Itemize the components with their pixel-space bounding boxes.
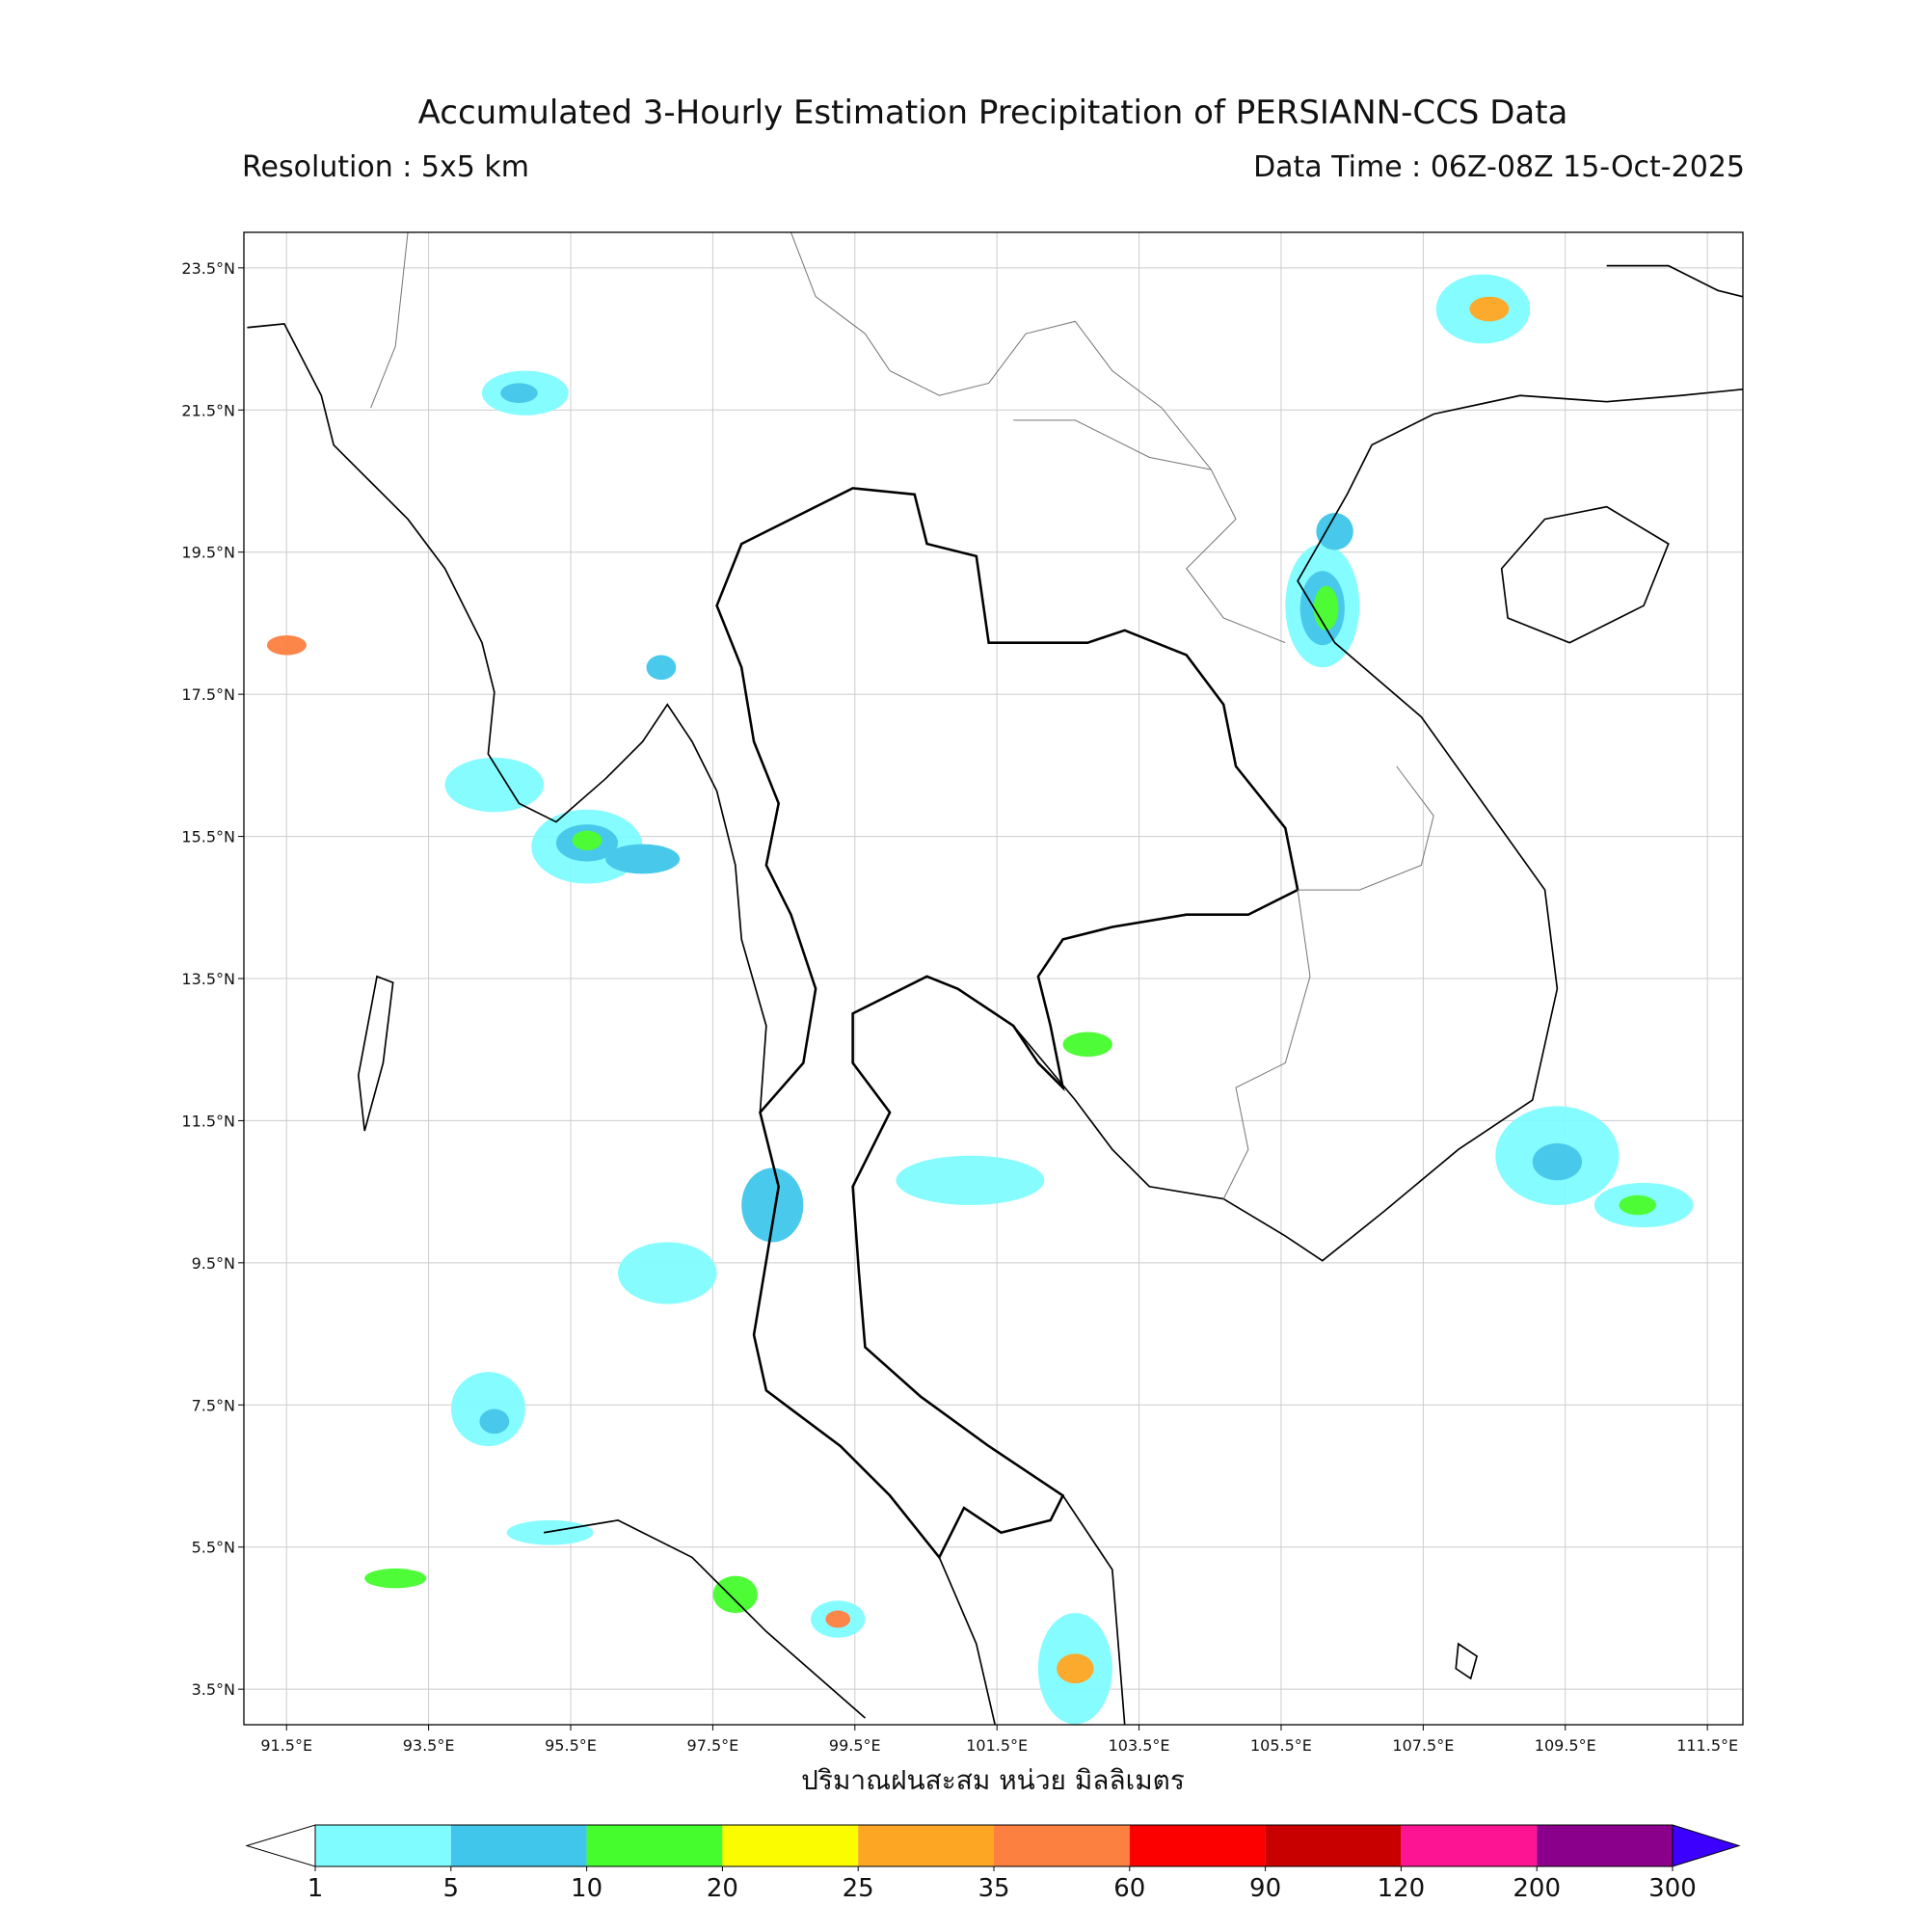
sumatra-coast (543, 1519, 866, 1719)
colorbar-segment (1129, 1825, 1266, 1866)
colorbar-over (1672, 1824, 1741, 1867)
title: Accumulated 3-Hourly Estimation Precipit… (418, 94, 1568, 132)
rain-area (1057, 1653, 1094, 1684)
x-tick-label: 91.5°E (260, 1736, 312, 1755)
y-tick-label: 13.5°N (181, 970, 235, 988)
colorbar-tick-label: 35 (977, 1874, 1009, 1903)
rain-area (1619, 1194, 1656, 1216)
y-tick-label: 23.5°N (181, 259, 235, 278)
x-tick-label: 103.5°E (1109, 1736, 1170, 1755)
rain-area (450, 1372, 525, 1446)
colorbar-tick-label: 90 (1249, 1874, 1281, 1903)
colorbar-segment (1537, 1825, 1673, 1866)
y-tick-label: 19.5°N (181, 544, 235, 562)
y-tick-label: 9.5°N (192, 1254, 235, 1273)
colorbar-label: ปริมาณฝนสะสม หน่วย มิลลิเมตร (801, 1764, 1185, 1796)
colorbar-tick-label: 60 (1113, 1874, 1145, 1903)
rain-area (605, 844, 681, 874)
rain-area (266, 634, 307, 656)
rain-area (364, 1568, 427, 1589)
rain-area (1469, 296, 1510, 322)
colorbar-under (245, 1824, 316, 1867)
border (1013, 419, 1212, 470)
x-tick-label: 95.5°E (545, 1736, 597, 1755)
y-tick-label: 21.5°N (181, 401, 235, 419)
y-tick-label: 15.5°N (181, 828, 235, 846)
x-tick-label: 105.5°E (1250, 1736, 1312, 1755)
rain-area (712, 1575, 758, 1614)
colorbar-tick-label: 20 (707, 1874, 738, 1903)
x-tick-label: 109.5°E (1535, 1736, 1596, 1755)
colorbar-segment (586, 1825, 723, 1866)
x-tick-label: 93.5°E (403, 1736, 455, 1755)
y-tick-label: 5.5°N (192, 1539, 235, 1557)
colorbar-segment (450, 1825, 587, 1866)
resolution-label: Resolution : 5x5 km (242, 150, 529, 184)
colorbar-segment (858, 1825, 994, 1866)
island (1455, 1642, 1479, 1680)
axis-ticks: 91.5°E 93.5°E 95.5°E 97.5°E 99.5°E 101.5°E 103… (181, 259, 1738, 1755)
colorbar-tick-label: 5 (443, 1874, 460, 1903)
y-tick-label: 3.5°N (192, 1680, 235, 1699)
colorbar-segment (1401, 1825, 1538, 1866)
thailand-border (715, 487, 1299, 1560)
rain-area (825, 1610, 851, 1628)
x-tick-label: 107.5°E (1392, 1736, 1454, 1755)
colorbar-tick-label: 200 (1513, 1874, 1561, 1903)
colorbar-tick-label: 300 (1648, 1874, 1697, 1903)
rain-area (500, 383, 538, 403)
colorbar-tick-label: 10 (571, 1874, 602, 1903)
rain-area (572, 830, 602, 851)
rain-area (479, 1409, 510, 1435)
data-time-label: Data Time : 06Z-08Z 15-Oct-2025 (1253, 150, 1745, 184)
colorbar-tick-label: 1 (308, 1874, 324, 1903)
border (370, 231, 409, 409)
rain-area (1532, 1142, 1583, 1181)
x-tick-label: 97.5°E (687, 1736, 739, 1755)
colorbar-segment (994, 1825, 1130, 1866)
rain-area (1313, 585, 1339, 631)
rain-areas (266, 274, 1694, 1725)
y-tick-label: 7.5°N (192, 1396, 235, 1414)
hainan (1500, 505, 1670, 644)
colorbar-segment (1265, 1825, 1402, 1866)
colorbar-segment (315, 1825, 451, 1866)
colorbar-tick-label: 120 (1378, 1874, 1426, 1903)
rain-area (741, 1167, 804, 1243)
andaman-islands (357, 975, 394, 1132)
rain-area (618, 1242, 717, 1304)
west-coast (247, 323, 996, 1725)
rain-area (506, 1519, 594, 1545)
country-borders (370, 231, 1434, 1199)
north-coast (1606, 264, 1743, 298)
border (790, 231, 1286, 644)
x-tick-label: 99.5°E (829, 1736, 881, 1755)
x-tick-label: 101.5°E (966, 1736, 1028, 1755)
rain-area (646, 655, 677, 681)
rain-area (896, 1155, 1045, 1205)
rain-area (1062, 1032, 1112, 1058)
y-tick-label: 11.5°N (181, 1112, 235, 1130)
rain-area (444, 757, 545, 813)
thailand-outline (715, 487, 1299, 1560)
rain-area (1316, 513, 1353, 550)
coastlines (247, 264, 1743, 1725)
x-tick-label: 111.5°E (1676, 1736, 1738, 1755)
border (1298, 765, 1434, 891)
grid (244, 232, 1743, 1725)
colorbar-tick-label: 25 (843, 1874, 874, 1903)
border (1222, 890, 1311, 1199)
map-layer (247, 231, 1743, 1725)
colorbar-segment (722, 1825, 859, 1866)
y-tick-label: 17.5°N (181, 685, 235, 704)
colorbar: 1 5 10 20 25 35 60 90 120 200 300 (245, 1824, 1741, 1903)
